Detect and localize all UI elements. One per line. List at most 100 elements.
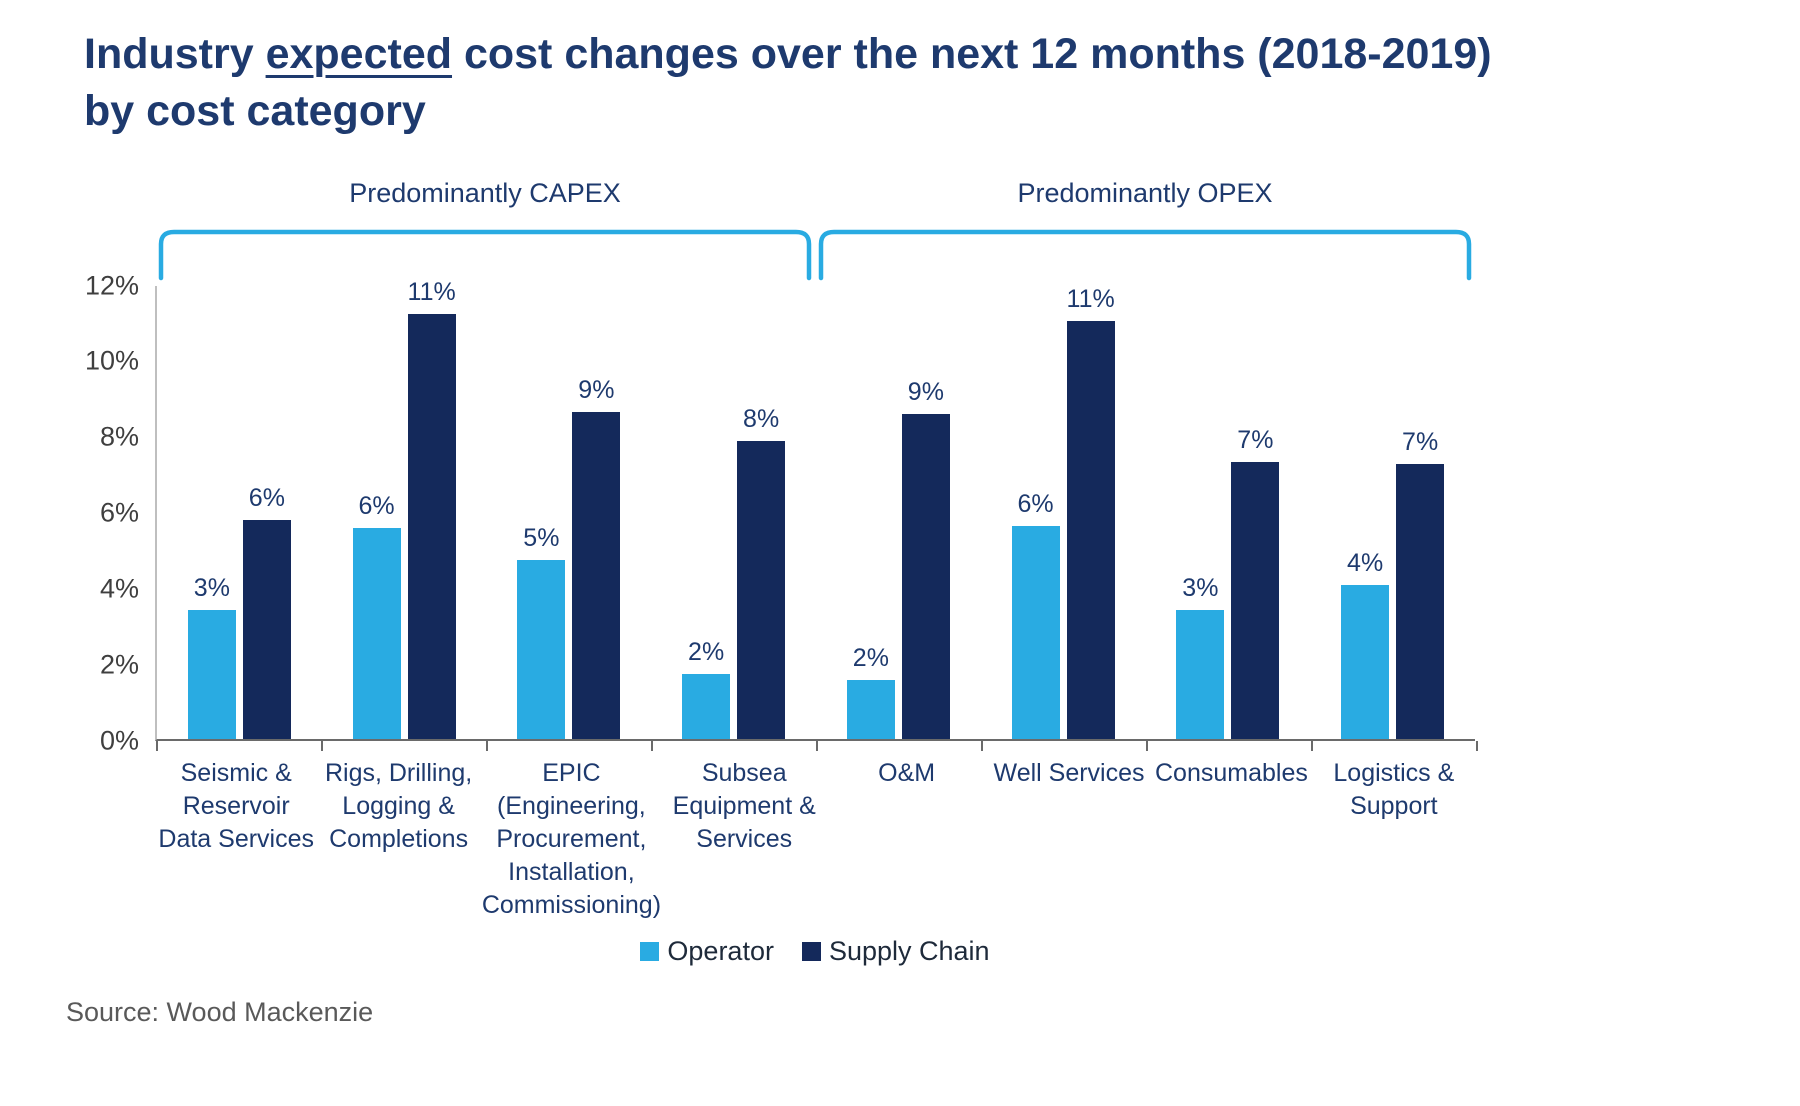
bar-with-label: 3% [187, 286, 236, 739]
bar-with-label: 9% [901, 286, 950, 739]
y-axis-tick-label: 10% [84, 345, 139, 376]
bar-value-label: 6% [248, 484, 285, 513]
bar-with-label: 11% [1066, 285, 1115, 739]
bar-value-label: 7% [1237, 425, 1274, 454]
y-axis: 0% 2% 4% 6% 8% 10% 12% [60, 270, 155, 755]
bar-operator [846, 679, 895, 739]
bar-supply-chain [572, 412, 621, 739]
x-axis-tick [486, 740, 488, 751]
x-axis-tick [321, 740, 323, 751]
bar-supply-chain [1066, 321, 1115, 739]
y-axis-tick-label: 4% [99, 573, 139, 604]
bracket-label: Predominantly CAPEX [349, 177, 621, 208]
bar-group: 3% 6% [157, 286, 322, 739]
bar-value-label: 3% [193, 573, 230, 602]
bracket-annotations: Predominantly CAPEX Predominantly OPEX [155, 174, 1475, 286]
bar-operator [517, 560, 566, 739]
title-text: Industry [84, 30, 266, 78]
bar-with-label: 9% [572, 286, 621, 739]
bar-value-label: 5% [523, 524, 560, 553]
page-title: Industry expected cost changes over the … [84, 26, 1514, 140]
bar-with-label: 2% [846, 286, 895, 739]
category-label: Consumables [1155, 758, 1308, 787]
bar-value-label: 11% [1066, 285, 1115, 314]
bar-value-label: 9% [578, 376, 615, 405]
title-underlined-word: expected [265, 30, 453, 78]
bar-with-label: 5% [517, 286, 566, 739]
category-label: Logistics & Support [1333, 758, 1455, 820]
bar-operator [1011, 526, 1060, 739]
bar-group: 2% 8% [651, 286, 816, 739]
x-axis-category-labels: Seismic & Reservoir Data Services Rigs, D… [155, 741, 1475, 922]
y-axis-tick-label: 0% [99, 725, 139, 755]
bar-value-label: 11% [407, 277, 456, 306]
legend: Operator Supply Chain [155, 936, 1475, 967]
y-axis-tick-label: 12% [84, 270, 139, 300]
bar-value-label: 2% [852, 643, 889, 672]
legend-label: Operator [667, 935, 774, 966]
bar-supply-chain [737, 440, 786, 739]
bar-with-label: 4% [1341, 286, 1390, 739]
bar-operator [187, 609, 236, 739]
bar-with-label: 6% [352, 286, 401, 739]
category-label: Seismic & Reservoir Data Services [158, 758, 315, 853]
x-axis-tick [651, 740, 653, 751]
bar-group: 5% 9% [487, 286, 652, 739]
legend-item: Operator [640, 936, 774, 967]
bar-with-label: 8% [737, 286, 786, 739]
bar-value-label: 8% [743, 404, 780, 433]
bar-with-label: 7% [1231, 286, 1280, 739]
bracket-path [818, 229, 1472, 280]
bar-with-label: 2% [682, 286, 731, 739]
bar-group: 2% 9% [816, 286, 981, 739]
bar-with-label: 6% [1011, 286, 1060, 739]
bar-supply-chain [1231, 461, 1280, 739]
bar-supply-chain [901, 414, 950, 739]
bar-value-label: 3% [1182, 573, 1219, 602]
legend-label: Supply Chain [828, 935, 990, 966]
x-axis-tick [1476, 740, 1478, 751]
category-label: Rigs, Drilling, Logging & Completions [324, 758, 473, 853]
x-axis-tick [1311, 740, 1313, 751]
bar-value-label: 2% [688, 638, 725, 667]
x-axis-tick [981, 740, 983, 751]
bar-value-label: 9% [907, 378, 944, 407]
bar-supply-chain [407, 313, 456, 739]
legend-swatch [640, 941, 660, 961]
bar-operator [682, 674, 731, 739]
bar-value-label: 7% [1402, 427, 1439, 456]
bar-value-label: 6% [1017, 490, 1054, 519]
legend-item: Supply Chain [801, 935, 990, 967]
bar-group: 3% 7% [1146, 286, 1311, 739]
y-axis-tick-label: 6% [99, 497, 139, 528]
bar-operator [1341, 584, 1390, 739]
bracket-path [158, 229, 812, 280]
bar-supply-chain [242, 520, 291, 739]
bar-group: 6% 11% [981, 285, 1146, 739]
source-note: Source: Wood Mackenzie [66, 996, 374, 1027]
bar-with-label: 3% [1176, 286, 1225, 739]
category-label: EPIC (Engineering, Procurement, Installa… [481, 758, 662, 919]
plot-area: 3% 6% 6% 11% 5% 9% 2% 8% 2% 9% 6% 11% 3% 7% 4% 7% [155, 278, 1478, 751]
bar-value-label: 6% [358, 492, 395, 521]
x-axis-tick [156, 740, 158, 751]
bar-operator [1176, 609, 1225, 739]
bar-value-label: 4% [1347, 548, 1384, 577]
title-text-suffix: cost changes over the next 12 months (20… [84, 30, 1492, 135]
bar-with-label: 11% [407, 278, 456, 739]
category-label: Well Services [993, 758, 1145, 787]
bar-group: 6% 11% [322, 278, 487, 739]
bracket-label: Predominantly OPEX [1017, 177, 1273, 208]
y-axis-tick-label: 2% [99, 649, 139, 680]
plot-row: 0% 2% 4% 6% 8% 10% 12% 3% 6% 6% 11% 5% 9% 2% 8% 2% 9% 6%… [60, 270, 1620, 755]
bar-chart: Predominantly CAPEX Predominantly OPEX 0%… [60, 174, 1620, 967]
bar-group: 4% 7% [1310, 286, 1475, 739]
bar-operator [352, 528, 401, 739]
x-axis-tick [816, 740, 818, 751]
bar-with-label: 6% [242, 286, 291, 739]
category-label: Subsea Equipment & Services [672, 758, 816, 853]
x-axis-tick [1146, 740, 1148, 751]
category-label: O&M [878, 758, 936, 787]
y-axis-tick-label: 8% [99, 421, 139, 452]
bar-with-label: 7% [1396, 286, 1445, 739]
